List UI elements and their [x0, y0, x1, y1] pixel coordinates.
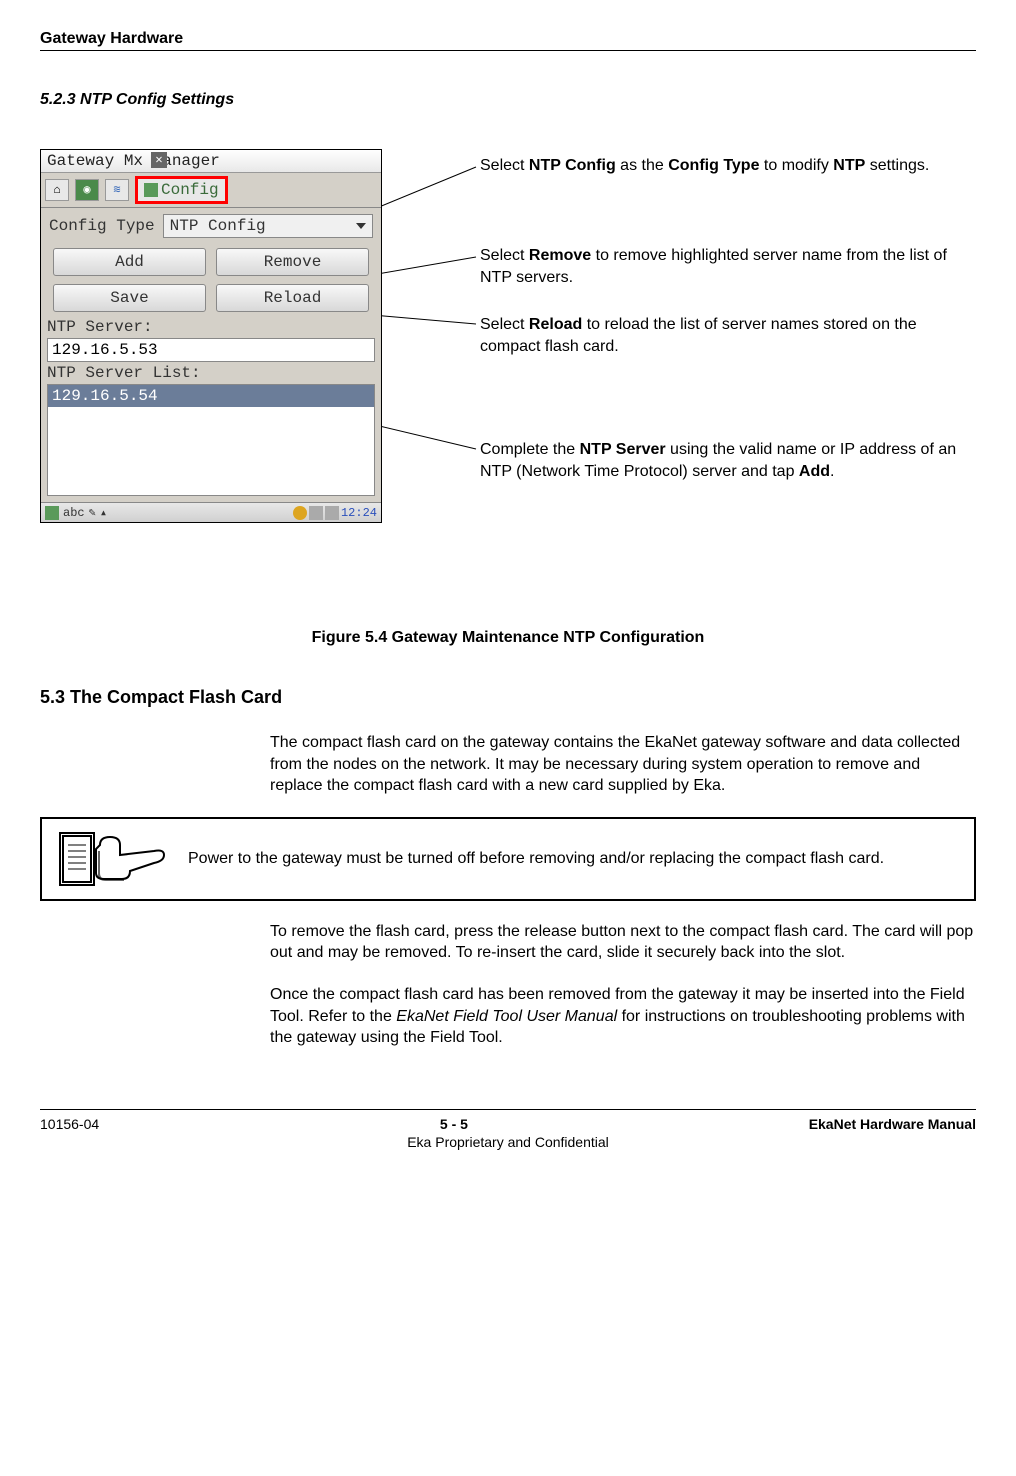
window-titlebar: Gateway Mx Manager ✕: [41, 150, 381, 173]
page-header: Gateway Hardware: [40, 30, 976, 51]
footer-center: 5 - 5: [440, 1116, 468, 1132]
pointing-hand-icon: [58, 831, 168, 887]
callout-config: Select NTP Config as the Config Type to …: [480, 155, 970, 177]
footer-right: EkaNet Hardware Manual: [809, 1116, 976, 1132]
config-type-row: Config Type NTP Config: [41, 208, 381, 244]
reload-button[interactable]: Reload: [216, 284, 369, 312]
remove-button[interactable]: Remove: [216, 248, 369, 276]
config-button-label: Config: [161, 181, 219, 199]
pen-icon: ✎: [89, 505, 96, 520]
list-item[interactable]: 129.16.5.54: [48, 385, 374, 407]
footer-sub: Eka Proprietary and Confidential: [40, 1134, 976, 1150]
taskbar: abc ✎ ▴ 12:24: [41, 502, 381, 522]
chevron-down-icon: [356, 223, 366, 229]
up-arrow-icon: ▴: [100, 505, 107, 520]
figure-area: Gateway Mx Manager ✕ ⌂ ◉ ≋ Config Config…: [40, 149, 976, 609]
callout-reload: Select Reload to reload the list of serv…: [480, 314, 970, 357]
note-box: Power to the gateway must be turned off …: [40, 817, 976, 901]
task-abc: abc: [63, 506, 85, 520]
section-53-heading: 5.3 The Compact Flash Card: [40, 687, 976, 708]
taskbar-right: 12:24: [293, 506, 377, 520]
section-523-heading: 5.2.3 NTP Config Settings: [40, 91, 976, 109]
paragraph-3: Once the compact flash card has been rem…: [270, 984, 976, 1049]
taskbar-left: abc ✎ ▴: [45, 505, 107, 520]
button-row-2: Save Reload: [41, 280, 381, 316]
note-text: Power to the gateway must be turned off …: [188, 848, 884, 870]
start-icon[interactable]: [45, 506, 59, 520]
window-title: Gateway Mx Manager: [47, 152, 220, 170]
callout-remove: Select Remove to remove highlighted serv…: [480, 245, 970, 288]
figure-caption: Figure 5.4 Gateway Maintenance NTP Confi…: [40, 629, 976, 647]
config-icon: [144, 183, 158, 197]
add-button[interactable]: Add: [53, 248, 206, 276]
config-type-dropdown[interactable]: NTP Config: [163, 214, 373, 238]
ntp-server-input[interactable]: 129.16.5.53: [47, 338, 375, 362]
footer-left: 10156-04: [40, 1116, 99, 1132]
screenshot-window: Gateway Mx Manager ✕ ⌂ ◉ ≋ Config Config…: [40, 149, 382, 523]
save-button[interactable]: Save: [53, 284, 206, 312]
home-icon[interactable]: ⌂: [45, 179, 69, 201]
tray-icon-3: [325, 506, 339, 520]
close-icon[interactable]: ✕: [151, 152, 167, 168]
ntp-server-list-label: NTP Server List:: [41, 362, 381, 384]
page-footer: 10156-04 5 - 5 EkaNet Hardware Manual: [40, 1109, 976, 1132]
globe-icon[interactable]: ◉: [75, 179, 99, 201]
ntp-server-label: NTP Server:: [41, 316, 381, 338]
taskbar-clock: 12:24: [341, 506, 377, 520]
tray-icon-2: [309, 506, 323, 520]
paragraph-2: To remove the flash card, press the rele…: [270, 921, 976, 964]
config-button[interactable]: Config: [135, 176, 228, 204]
toolbar: ⌂ ◉ ≋ Config: [41, 173, 381, 208]
config-type-label: Config Type: [49, 217, 155, 235]
ntp-server-list[interactable]: 129.16.5.54: [47, 384, 375, 496]
tray-icon-1: [293, 506, 307, 520]
callout-ntp: Complete the NTP Server using the valid …: [480, 439, 970, 482]
paragraph-1: The compact flash card on the gateway co…: [270, 732, 976, 797]
wifi-icon[interactable]: ≋: [105, 179, 129, 201]
config-type-value: NTP Config: [170, 217, 266, 235]
button-row-1: Add Remove: [41, 244, 381, 280]
